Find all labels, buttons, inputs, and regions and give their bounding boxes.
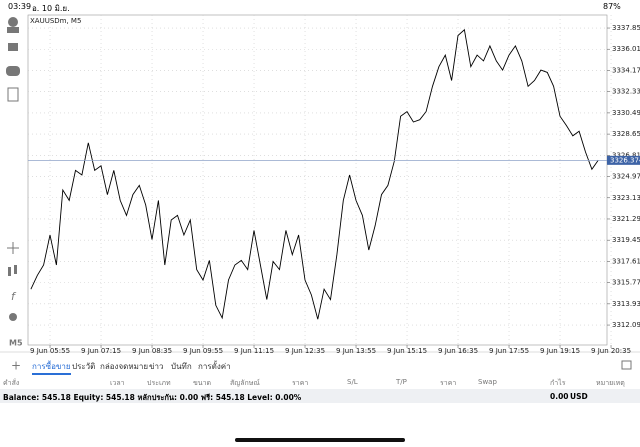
x-tick-label: 9 Jun 07:15 xyxy=(81,347,121,355)
y-tick-label: 3319.450 xyxy=(612,236,640,244)
column-header: ราคา xyxy=(292,379,309,387)
tab[interactable]: ประวัติ xyxy=(72,362,96,371)
x-tick-label: 9 Jun 09:55 xyxy=(183,347,223,355)
column-header: ราคา xyxy=(440,379,457,387)
y-tick-label: 3330.490 xyxy=(612,109,640,117)
y-tick-label: 3315.770 xyxy=(612,279,640,287)
current-price-box xyxy=(607,155,640,165)
current-price-label: 3326.374 xyxy=(610,156,640,164)
tab[interactable]: กล่องจดหมาย xyxy=(100,362,149,371)
column-header: คำสั่ง xyxy=(3,379,20,387)
plot-frame xyxy=(27,14,608,346)
y-tick-label: 3321.290 xyxy=(612,215,640,223)
column-header: ขนาด xyxy=(193,379,212,387)
x-tick-label: 9 Jun 05:55 xyxy=(30,347,70,355)
account-summary: Balance: 545.18 Equity: 545.18 หลักประกั… xyxy=(3,393,302,402)
x-tick-label: 9 Jun 08:35 xyxy=(132,347,172,355)
x-tick-label: 9 Jun 12:35 xyxy=(285,347,325,355)
timeframe[interactable]: M5 xyxy=(9,339,23,348)
add-button[interactable]: + xyxy=(11,359,21,373)
y-tick-label: 3324.970 xyxy=(612,173,640,181)
price-line xyxy=(30,28,599,320)
x-tick-label: 9 Jun 17:55 xyxy=(489,347,529,355)
y-tick-label: 3332.330 xyxy=(612,88,640,96)
column-header: ประเภท xyxy=(147,379,171,387)
column-header: Swap xyxy=(478,378,497,386)
profit-total: 0.00 xyxy=(550,392,569,401)
x-tick-label: 9 Jun 16:35 xyxy=(438,347,478,355)
y-tick-label: 3312.090 xyxy=(612,321,640,329)
x-tick-label: 9 Jun 20:35 xyxy=(591,347,631,355)
home-indicator xyxy=(235,438,405,442)
sidebar-icons[interactable]: f xyxy=(6,17,20,321)
status-time: 03:39 xyxy=(8,2,32,11)
column-header: หมายเหตุ xyxy=(596,379,625,387)
x-tick-label: 9 Jun 19:15 xyxy=(540,347,580,355)
svg-text:f: f xyxy=(11,290,17,303)
y-tick-label: 3334.170 xyxy=(612,66,640,74)
tab[interactable]: การตั้งค่า xyxy=(198,362,231,371)
column-header: กำไร xyxy=(550,379,566,387)
tab[interactable]: ข่าว xyxy=(149,362,164,371)
x-tick-label: 9 Jun 15:15 xyxy=(387,347,427,355)
x-tick-label: 9 Jun 13:55 xyxy=(336,347,376,355)
column-header: T/P xyxy=(396,378,407,386)
chart-title: XAUUSDm, M5 xyxy=(30,17,81,25)
column-header: S/L xyxy=(347,378,358,386)
balance-bar xyxy=(0,389,640,403)
status-date: อ. 10 มิ.ย. xyxy=(32,4,70,13)
y-tick-label: 3326.810 xyxy=(612,151,640,159)
y-tick-label: 3313.930 xyxy=(612,300,640,308)
battery: 87% xyxy=(603,2,621,11)
column-header: เวลา xyxy=(110,379,125,387)
layout-button[interactable] xyxy=(621,360,632,370)
y-tick-label: 3336.010 xyxy=(612,45,640,53)
y-tick-label: 3337.850 xyxy=(612,24,640,32)
tab[interactable]: การซื้อขาย xyxy=(32,360,71,375)
currency: USD xyxy=(570,392,588,401)
y-tick-label: 3328.650 xyxy=(612,130,640,138)
y-tick-label: 3317.610 xyxy=(612,257,640,265)
x-tick-label: 9 Jun 11:15 xyxy=(234,347,274,355)
y-tick-label: 3323.130 xyxy=(612,194,640,202)
tab[interactable]: บันทึก xyxy=(171,362,192,371)
column-header: สัญลักษณ์ xyxy=(230,379,260,387)
